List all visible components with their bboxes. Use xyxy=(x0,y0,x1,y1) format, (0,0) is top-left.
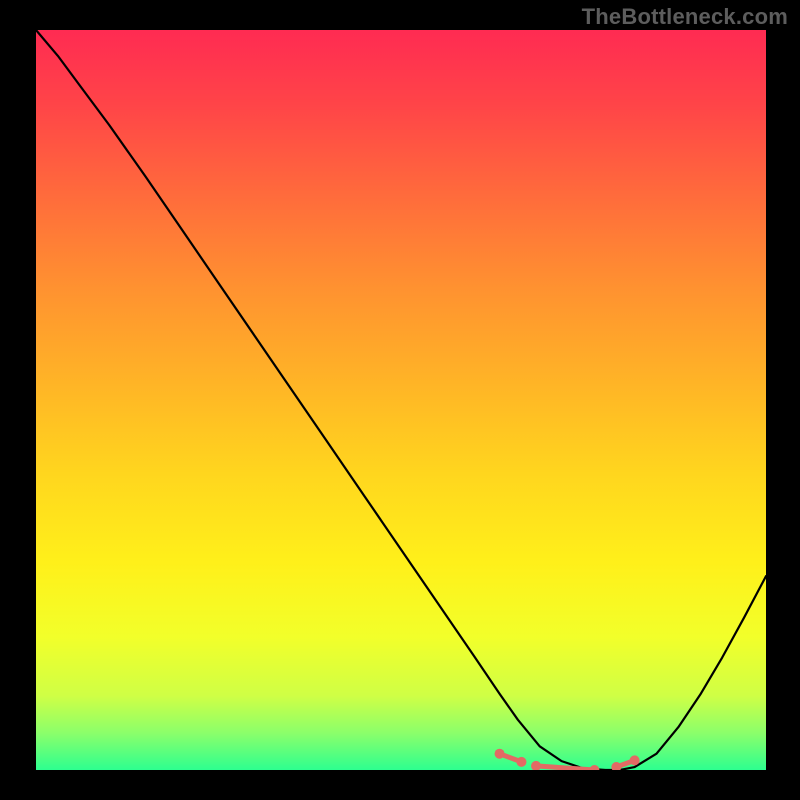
marker-dot xyxy=(589,765,599,770)
watermark-text: TheBottleneck.com xyxy=(582,4,788,30)
plot-area xyxy=(36,30,766,770)
marker-dot xyxy=(516,757,526,767)
marker-dot xyxy=(531,761,541,770)
marker-dot xyxy=(630,755,640,765)
bottleneck-curve xyxy=(36,30,766,770)
chart-canvas: TheBottleneck.com xyxy=(0,0,800,800)
marker-dot xyxy=(495,749,505,759)
marker-group xyxy=(495,749,640,770)
curve-layer xyxy=(36,30,766,770)
marker-segment xyxy=(536,766,594,770)
